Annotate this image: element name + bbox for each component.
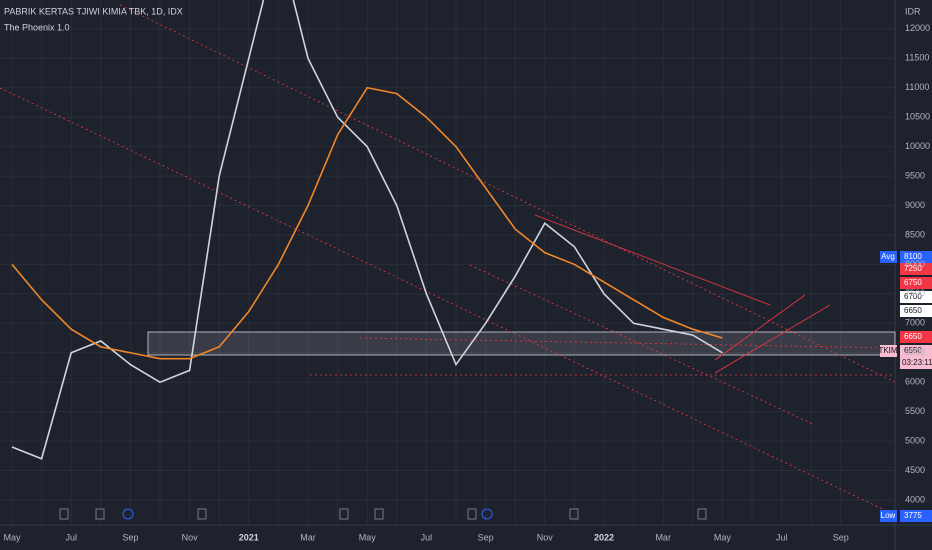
y-tick-label: 10000 <box>905 141 930 151</box>
y-tick-label: 10500 <box>905 112 930 122</box>
x-tick-label: May <box>714 532 732 542</box>
x-tick-label: Nov <box>182 532 199 542</box>
series-group <box>11 0 723 460</box>
x-tick-label: Mar <box>655 532 671 542</box>
x-tick-label: Sep <box>833 532 849 542</box>
trendline <box>119 4 896 383</box>
dividend-icon <box>481 508 493 520</box>
price-tag-bg <box>900 331 932 343</box>
price-tag-label-bg <box>880 510 897 522</box>
y-tick-label: 6000 <box>905 377 925 387</box>
earnings-icon <box>374 508 384 520</box>
x-tick-label: May <box>3 532 21 542</box>
countdown: 03:23:11 <box>902 358 932 367</box>
y-tick-label: 9000 <box>905 200 925 210</box>
series-line <box>11 86 723 360</box>
price-tags: Avg 8100 7250 6750 6700 6650 6650 TKIM 6550 Low 37… <box>878 251 932 522</box>
dividend-icon <box>122 508 134 520</box>
y-tick-label: 5000 <box>905 435 925 445</box>
price-tag-bg <box>900 510 932 522</box>
price-tag-bg <box>900 251 932 263</box>
x-tick-label: Mar <box>300 532 316 542</box>
y-tick-label: 5500 <box>905 406 925 416</box>
price-tag-label-bg <box>880 345 897 357</box>
price-tag: 6700 <box>904 292 922 301</box>
x-tick-label: Sep <box>122 532 138 542</box>
price-tag-bg <box>900 277 932 289</box>
x-tick-label: Jul <box>65 532 77 542</box>
price-tag-bg <box>900 291 932 303</box>
price-tag-label: Low <box>881 511 896 520</box>
trendline <box>0 87 896 516</box>
x-tick-label: Jul <box>421 532 433 542</box>
trendline <box>359 337 896 349</box>
price-tag: 6750 <box>904 278 922 287</box>
earnings-icon <box>569 508 579 520</box>
drawings <box>0 4 896 516</box>
earnings-icon <box>59 508 69 520</box>
price-tag-label-bg <box>880 251 897 263</box>
y-tick-label: 4500 <box>905 465 925 475</box>
currency: IDR <box>905 6 921 16</box>
x-tick-label: 2022 <box>594 532 614 542</box>
price-tag: 6550 <box>904 346 922 355</box>
price-tag: 6650 <box>904 306 922 315</box>
y-tick-label: 11000 <box>905 82 929 92</box>
price-tag-label: Avg <box>881 252 895 261</box>
earnings-icon <box>339 508 349 520</box>
x-tick-label: 2021 <box>239 532 259 542</box>
price-tag: 3775 <box>904 511 922 520</box>
earnings-icon <box>467 508 477 520</box>
price-tag: 8100 <box>904 252 922 261</box>
y-tick-label: 7000 <box>905 318 925 328</box>
zone <box>147 331 896 356</box>
earnings-icon <box>197 508 207 520</box>
price-tag-label: TKIM <box>878 346 897 355</box>
y-tick-label: 8000 <box>905 259 925 269</box>
events <box>59 508 707 520</box>
price-tag-bg <box>900 263 932 275</box>
channel <box>714 304 831 374</box>
y-tick-label: 8500 <box>905 229 925 239</box>
x-tick-label: Sep <box>478 532 494 542</box>
price-tag-bg <box>900 305 932 317</box>
y-tick-label: 9500 <box>905 170 925 180</box>
y-tick-label: 12000 <box>905 23 930 33</box>
y-tick-label: 11500 <box>905 53 929 63</box>
grid <box>0 0 895 525</box>
earnings-icon <box>95 508 105 520</box>
x-tick-label: May <box>359 532 377 542</box>
channel <box>714 294 806 361</box>
countdown-bg <box>900 357 932 369</box>
indicator-name: The Phoenix 1.0 <box>4 22 70 32</box>
channel <box>534 214 771 306</box>
y-tick-label: 6500 <box>905 347 925 357</box>
y-tick-label: 7500 <box>905 288 925 298</box>
chart-title: PABRIK KERTAS TJIWI KIMIA TBK, 1D, IDX <box>4 6 183 16</box>
earnings-icon <box>697 508 707 520</box>
price-tag: 6650 <box>904 332 922 341</box>
x-tick-label: Nov <box>537 532 554 542</box>
trendline <box>469 264 816 426</box>
x-tick-label: Jul <box>776 532 788 542</box>
series-line <box>11 0 723 460</box>
price-tag: 7250 <box>904 264 922 273</box>
price-tag-bg <box>900 345 932 357</box>
y-tick-label: 4000 <box>905 494 925 504</box>
